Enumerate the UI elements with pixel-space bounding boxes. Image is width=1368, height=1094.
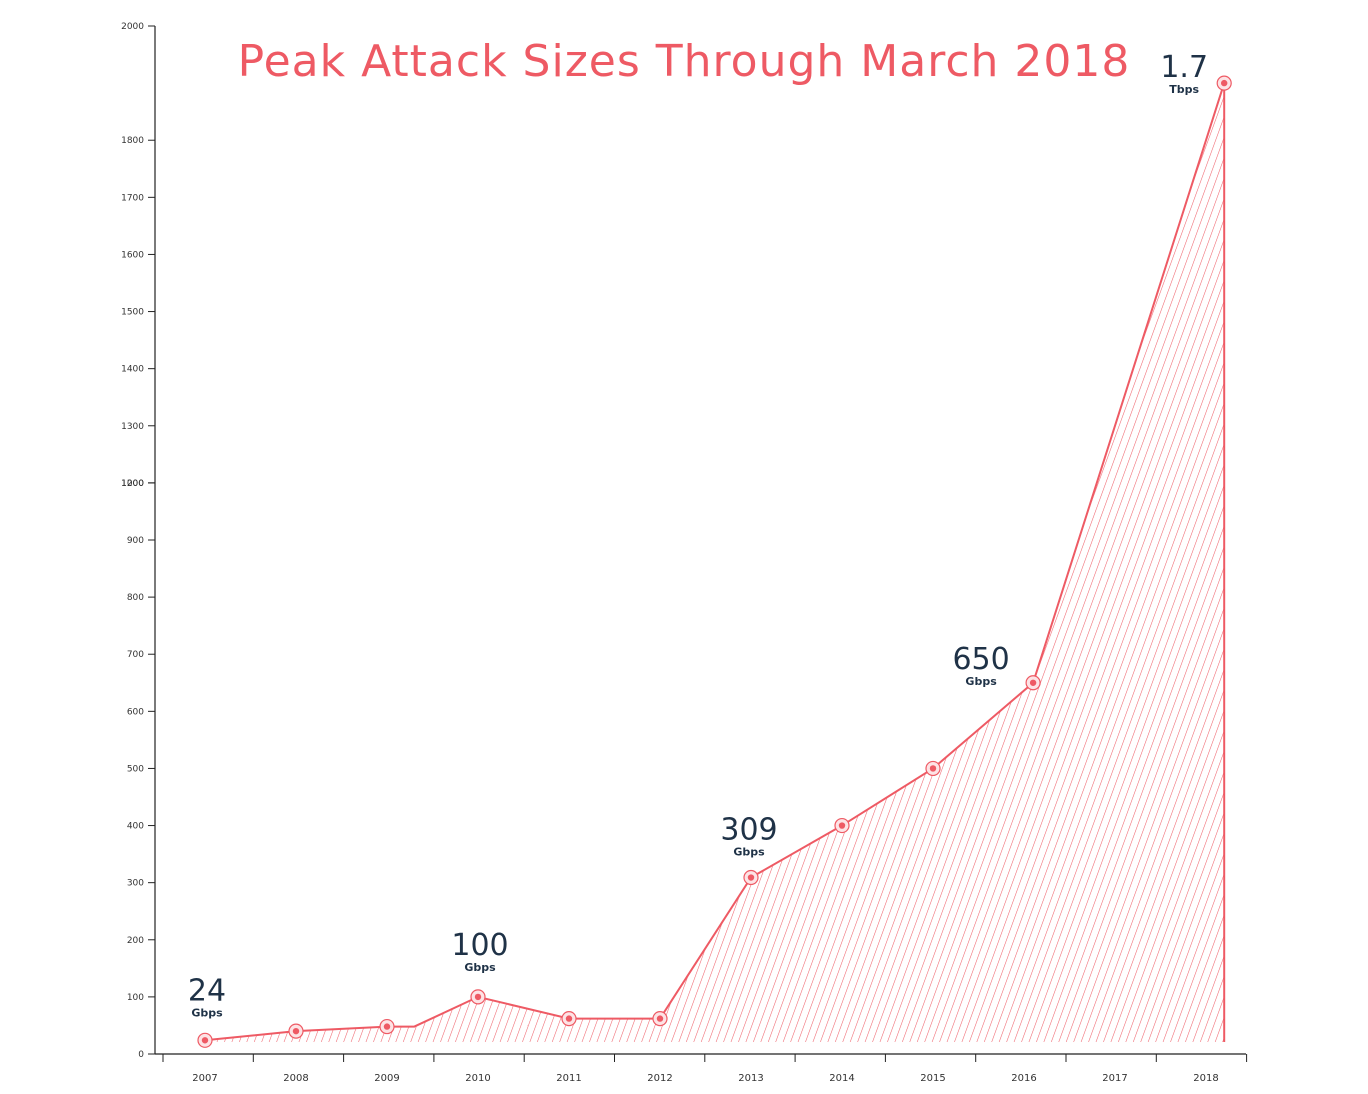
x-tick-label: 2013 bbox=[738, 1073, 763, 1084]
data-point bbox=[474, 993, 482, 1001]
x-tick-label: 2014 bbox=[829, 1073, 854, 1084]
x-tick-label: 2012 bbox=[647, 1073, 672, 1084]
x-tick-label: 2009 bbox=[374, 1073, 399, 1084]
x-tick-label: 2017 bbox=[1102, 1073, 1127, 1084]
y-tick-label: 900 bbox=[127, 536, 144, 546]
y-tick-label: 300 bbox=[127, 879, 144, 889]
annotation-unit: Gbps bbox=[733, 846, 765, 859]
y-tick-label: 1000 bbox=[121, 479, 144, 489]
x-tick-label: 2010 bbox=[465, 1073, 490, 1084]
points-layer bbox=[197, 75, 1232, 1048]
data-point bbox=[747, 874, 755, 881]
y-tick-label: 1700 bbox=[121, 193, 144, 203]
annotation-unit: Gbps bbox=[191, 1006, 223, 1019]
y-tick-label: 600 bbox=[127, 707, 144, 717]
annotation-value: 100 bbox=[451, 928, 508, 963]
y-tick-label: 400 bbox=[127, 822, 144, 832]
y-tick-label: 1300 bbox=[121, 422, 144, 432]
y-tick-label: 200 bbox=[127, 936, 144, 946]
data-point bbox=[292, 1027, 300, 1035]
x-tick-label: 2016 bbox=[1011, 1073, 1036, 1084]
chart-title: Peak Attack Sizes Through March 2018 bbox=[238, 36, 1131, 87]
area-fill bbox=[205, 83, 1225, 1043]
annotation-unit: Tbps bbox=[1169, 83, 1199, 96]
y-tick-label: 1800 bbox=[121, 136, 144, 146]
y-tick-label: 1500 bbox=[121, 308, 144, 318]
annotation-unit: Gbps bbox=[464, 961, 496, 974]
y-tick-label: 1600 bbox=[121, 250, 144, 260]
y-tick-label: 2000 bbox=[121, 22, 144, 32]
area-layer bbox=[204, 82, 1226, 1043]
y-tick-label: 100 bbox=[127, 993, 144, 1003]
x-tick-label: 2007 bbox=[192, 1073, 217, 1084]
data-point bbox=[1221, 79, 1228, 87]
annotation-value: 309 bbox=[720, 813, 777, 848]
y-tick-label: 0 bbox=[138, 1050, 144, 1060]
annotation-value: 24 bbox=[188, 973, 226, 1008]
data-point bbox=[201, 1037, 209, 1044]
annotation-value: 1.7 bbox=[1160, 50, 1208, 85]
y-tick-label: 800 bbox=[127, 593, 144, 603]
data-point bbox=[565, 1015, 573, 1022]
x-tick-label: 2018 bbox=[1193, 1073, 1218, 1084]
annotation-unit: Gbps bbox=[965, 675, 997, 688]
x-tick-label: 2011 bbox=[556, 1073, 581, 1084]
y-tick-label: 1400 bbox=[121, 365, 144, 375]
annotation-value: 650 bbox=[952, 642, 1009, 677]
y-tick-label: 700 bbox=[127, 650, 144, 660]
y-tick-label: 500 bbox=[127, 764, 144, 774]
x-tick-label: 2008 bbox=[283, 1073, 308, 1084]
data-point bbox=[656, 1015, 664, 1022]
series-line bbox=[204, 82, 1226, 1042]
data-point bbox=[838, 822, 846, 829]
y-tick-label: 1200 bbox=[121, 479, 144, 489]
data-point bbox=[929, 765, 937, 772]
data-point bbox=[1029, 679, 1037, 686]
x-tick-label: 2015 bbox=[920, 1073, 945, 1084]
data-point bbox=[383, 1023, 391, 1030]
